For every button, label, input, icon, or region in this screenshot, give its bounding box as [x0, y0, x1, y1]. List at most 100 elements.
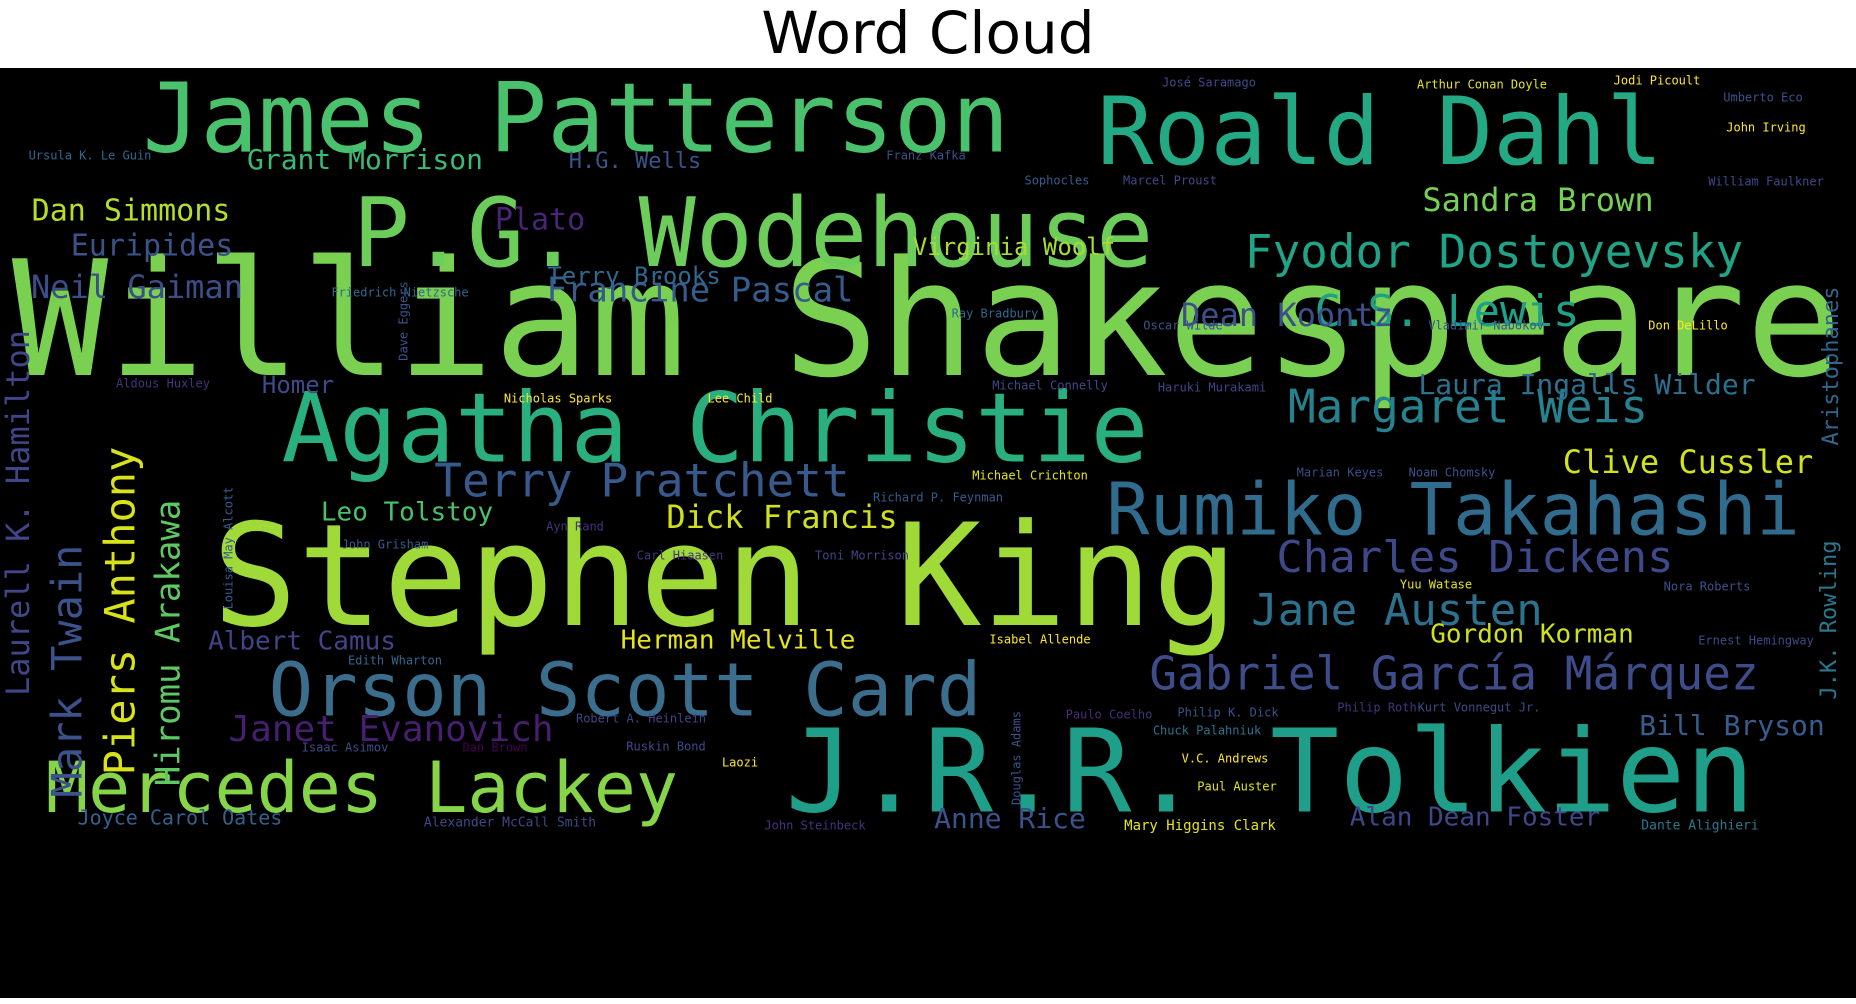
word-grant-morrison: Grant Morrison — [247, 143, 483, 176]
word-mary-higgins-clark: Mary Higgins Clark — [1124, 818, 1276, 834]
word-franz-kafka: Franz Kafka — [886, 149, 965, 163]
word-don-delillo: Don DeLillo — [1648, 319, 1727, 333]
word-marian-keyes: Marian Keyes — [1297, 466, 1384, 480]
word-laura-ingalls-wilder: Laura Ingalls Wilder — [1418, 368, 1755, 401]
word-h-g-wells: H.G. Wells — [569, 149, 701, 174]
word-nicholas-sparks: Nicholas Sparks — [504, 392, 612, 406]
word-michael-crichton: Michael Crichton — [972, 469, 1088, 483]
word-louisa-may-alcott: Louisa May Alcott — [222, 487, 236, 610]
word-c-s-lewis: C.S. Lewis — [1315, 286, 1580, 337]
word-charles-dickens: Charles Dickens — [1276, 532, 1673, 583]
word-anne-rice: Anne Rice — [934, 802, 1086, 835]
word-j-r-r-tolkien: J.R.R. Tolkien — [785, 706, 1754, 840]
word-stephen-king: Stephen King — [212, 494, 1238, 659]
word-friedrich-nietzsche: Friedrich Nietzsche — [331, 286, 468, 300]
word-dan-simmons: Dan Simmons — [32, 194, 231, 229]
word-janet-evanovich: Janet Evanovich — [228, 709, 553, 750]
word-nora-roberts: Nora Roberts — [1664, 580, 1751, 594]
word-cloud-svg: William Shakespeare Stephen King J.R.R. To… — [0, 68, 1844, 840]
word-ernest-hemingway: Ernest Hemingway — [1698, 634, 1814, 648]
word-plato: Plato — [495, 203, 585, 238]
word-isabel-allende: Isabel Allende — [989, 633, 1090, 647]
word-terry-brooks: Terry Brooks — [547, 262, 720, 290]
word-michael-connelly: Michael Connelly — [992, 379, 1108, 393]
word-euripides: Euripides — [71, 229, 234, 264]
word-agatha-christie: Agatha Christie — [282, 372, 1149, 484]
word-james-patterson: James Patterson — [143, 68, 1010, 174]
word-laurell-k-hamilton: Laurell K. Hamilton — [0, 330, 37, 696]
word-dean-koontz: Dean Koontz — [1181, 296, 1393, 334]
word-paulo-coelho: Paulo Coelho — [1066, 708, 1153, 722]
word-alan-dean-foster: Alan Dean Foster — [1350, 803, 1600, 833]
word-alexander-mccall-smith: Alexander McCall Smith — [424, 816, 596, 831]
word-v-c-andrews: V.C. Andrews — [1182, 752, 1269, 766]
word-clive-cussler: Clive Cussler — [1563, 443, 1813, 481]
word-robert-a-heinlein: Robert A. Heinlein — [576, 712, 706, 726]
word-mark-twain: Mark Twain — [43, 545, 92, 798]
word-chuck-palahniuk: Chuck Palahniuk — [1153, 724, 1262, 738]
word-albert-camus: Albert Camus — [208, 627, 396, 657]
word-gordon-korman: Gordon Korman — [1430, 620, 1634, 650]
word-arthur-conan-doyle: Arthur Conan Doyle — [1417, 78, 1547, 92]
word-rumiko-takahashi: Rumiko Takahashi — [1106, 468, 1800, 552]
word-joyce-carol-oates: Joyce Carol Oates — [78, 806, 283, 830]
word-mercedes-lackey: Mercedes Lackey — [46, 747, 678, 829]
word-john-grisham: John Grisham — [342, 538, 429, 552]
word-dan-brown: Dan Brown — [462, 741, 527, 755]
word-ruskin-bond: Ruskin Bond — [626, 740, 705, 754]
word-aristophanes: Aristophanes — [1819, 287, 1844, 446]
word-homer: Homer — [262, 371, 334, 399]
word-dick-francis: Dick Francis — [666, 498, 897, 536]
word-francine-pascal: Francine Pascal — [546, 271, 853, 311]
chart-title: Word Cloud — [761, 0, 1095, 67]
word-margaret-weis: Margaret Weis — [1288, 380, 1648, 434]
word-douglas-adams: Douglas Adams — [1010, 711, 1024, 805]
word-toni-morrison: Toni Morrison — [815, 549, 909, 563]
word-vladimir-nabokov: Vladimir Nabokov — [1428, 319, 1544, 333]
word-sandra-brown: Sandra Brown — [1422, 181, 1653, 219]
word-cloud-canvas: William Shakespeare Stephen King J.R.R. To… — [0, 68, 1856, 998]
word-j-k-rowling: J.K. Rowling — [1817, 541, 1842, 700]
word-john-irving: John Irving — [1726, 121, 1805, 135]
word-umberto-eco: Umberto Eco — [1723, 91, 1802, 105]
word-jose-saramago: José Saramago — [1162, 76, 1256, 90]
word-roald-dahl: Roald Dahl — [1097, 78, 1663, 187]
word-jodi-picoult: Jodi Picoult — [1614, 74, 1701, 88]
word-edith-wharton: Edith Wharton — [348, 654, 442, 668]
word-herman-melville: Herman Melville — [621, 626, 856, 656]
word-gabriel-garcia-marquez: Gabriel García Márquez — [1149, 647, 1758, 701]
word-piers-anthony: Piers Anthony — [96, 447, 145, 776]
word-philip-roth: Philip Roth — [1337, 701, 1416, 715]
word-orson-scott-card: Orson Scott Card — [269, 648, 982, 734]
word-marcel-proust: Marcel Proust — [1123, 174, 1217, 188]
word-leo-tolstoy: Leo Tolstoy — [321, 498, 493, 528]
word-dave-eggers: Dave Eggers — [397, 281, 411, 360]
word-noam-chomsky: Noam Chomsky — [1409, 466, 1496, 480]
word-ray-bradbury: Ray Bradbury — [952, 307, 1039, 321]
word-haruki-murakami: Haruki Murakami — [1158, 381, 1266, 395]
word-fyodor-dostoyevsky: Fyodor Dostoyevsky — [1245, 225, 1744, 279]
word-philip-k-dick: Philip K. Dick — [1177, 706, 1279, 720]
word-jane-austen: Jane Austen — [1251, 585, 1542, 636]
word-neil-gaiman: Neil Gaiman — [31, 268, 243, 306]
word-sophocles: Sophocles — [1024, 174, 1089, 188]
word-aldous-huxley: Aldous Huxley — [116, 377, 210, 391]
word-ursula-k-le-guin: Ursula K. Le Guin — [29, 149, 152, 163]
word-virginia-woolf: Virginia Woolf — [913, 233, 1115, 261]
word-william-shakespeare: William Shakespeare — [12, 226, 1842, 413]
word-oscar-wilde: Oscar Wilde — [1143, 319, 1222, 333]
word-carl-hiaasen: Carl Hiaasen — [637, 549, 724, 563]
word-kurt-vonnegut-jr: Kurt Vonnegut Jr. — [1418, 701, 1541, 715]
word-p-g-wodehouse: P.G. Wodehouse — [353, 179, 1154, 289]
word-paul-auster: Paul Auster — [1197, 780, 1276, 794]
word-yuu-watase: Yuu Watase — [1400, 578, 1472, 592]
word-bill-bryson: Bill Bryson — [1639, 709, 1824, 742]
word-laozi: Laozi — [722, 756, 758, 770]
word-dante-alighieri: Dante Alighieri — [1641, 819, 1758, 834]
word-richard-p-feynman: Richard P. Feynman — [873, 491, 1003, 505]
word-lee-child: Lee Child — [707, 392, 772, 406]
word-isaac-asimov: Isaac Asimov — [302, 741, 389, 755]
word-hiromu-arakawa: Hiromu Arakawa — [149, 500, 189, 787]
word-william-faulkner: William Faulkner — [1708, 175, 1824, 189]
word-ayn-rand: Ayn Rand — [546, 520, 604, 534]
